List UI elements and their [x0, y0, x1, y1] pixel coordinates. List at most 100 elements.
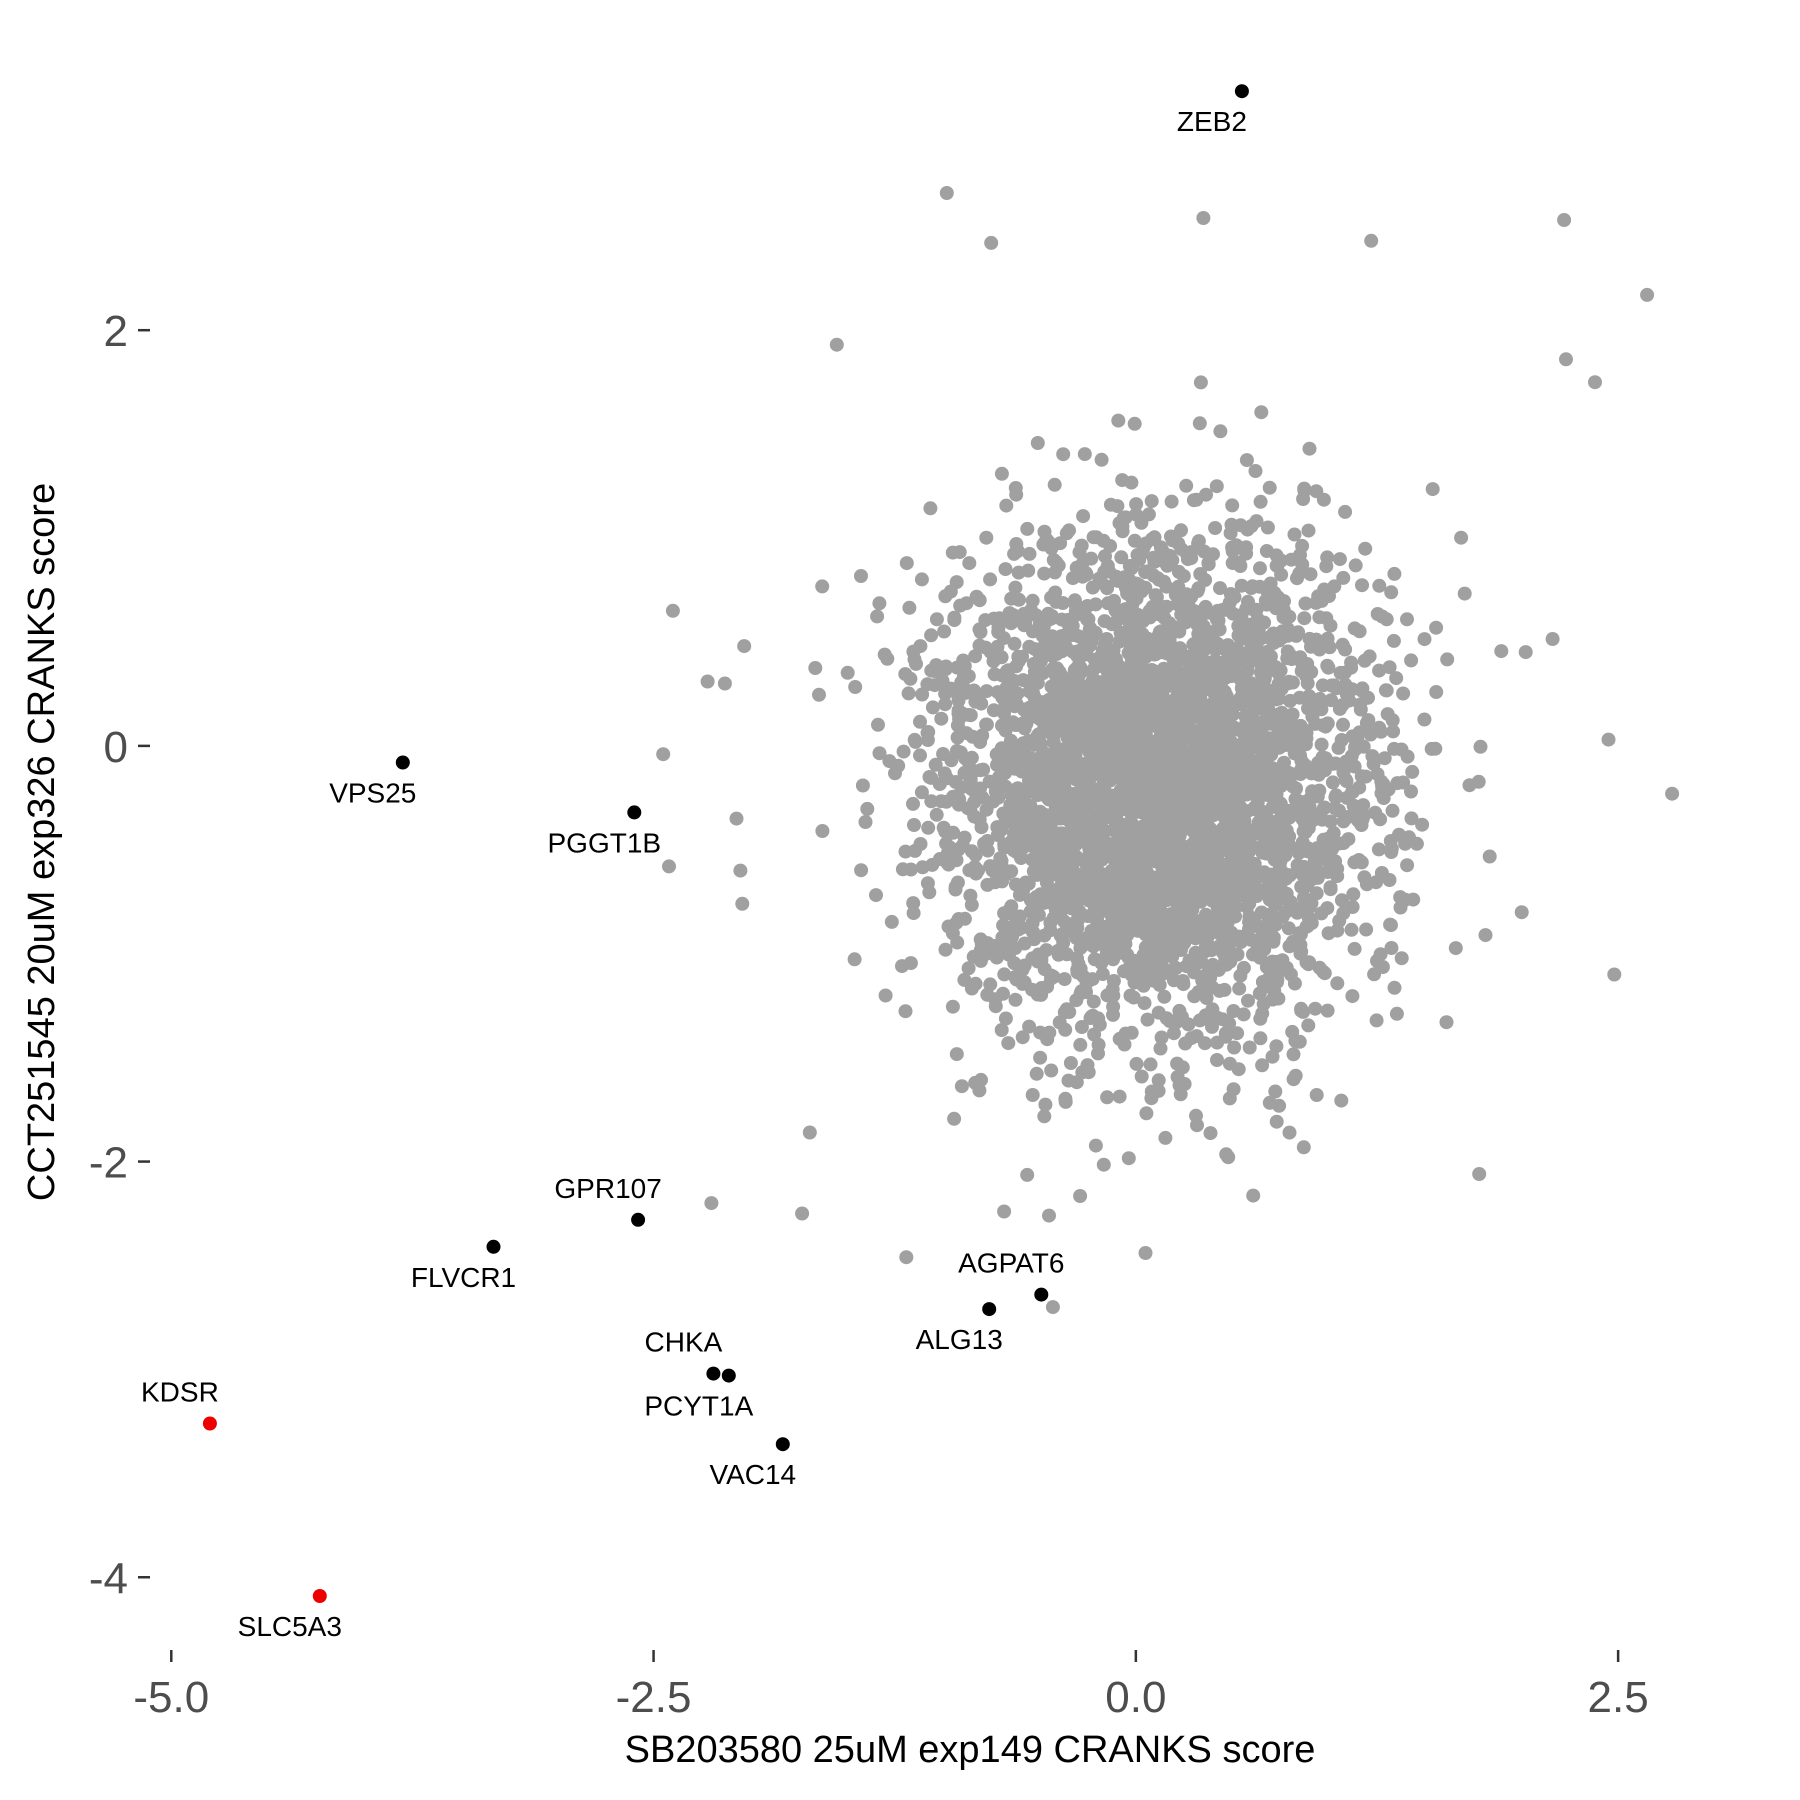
background-point	[1097, 564, 1112, 579]
background-point	[1174, 1009, 1189, 1024]
background-point	[1335, 698, 1350, 713]
background-point	[1047, 795, 1062, 810]
background-point	[1162, 616, 1177, 631]
background-point	[1014, 920, 1029, 935]
background-point	[1232, 981, 1247, 996]
background-point	[1015, 649, 1030, 664]
background-point	[1047, 477, 1062, 492]
background-point	[1104, 617, 1119, 632]
background-point	[1100, 1090, 1115, 1105]
background-point	[1005, 796, 1020, 811]
background-point	[909, 656, 923, 671]
background-point	[737, 639, 752, 654]
background-point	[1222, 595, 1237, 610]
background-point	[968, 1075, 983, 1090]
background-point	[1372, 578, 1387, 593]
background-point	[1059, 526, 1074, 541]
background-point	[1387, 741, 1402, 756]
x-tick-label: 0.0	[1105, 1673, 1166, 1722]
background-point	[1242, 1040, 1257, 1055]
background-point	[1245, 858, 1260, 873]
background-point	[1295, 812, 1310, 827]
background-point	[1308, 1001, 1323, 1016]
background-point	[1344, 922, 1359, 937]
background-point	[1015, 841, 1030, 856]
background-point	[1333, 665, 1348, 680]
background-point	[932, 777, 947, 792]
background-point	[1188, 853, 1203, 868]
background-point	[1185, 804, 1200, 819]
background-point	[1211, 709, 1226, 724]
background-point	[1079, 647, 1094, 662]
background-point	[1129, 497, 1144, 512]
background-point	[1067, 671, 1082, 686]
background-point	[1084, 664, 1099, 679]
background-point	[1134, 1069, 1149, 1084]
background-point	[1253, 676, 1268, 691]
background-point	[914, 785, 929, 800]
background-point	[1209, 479, 1224, 494]
background-point	[1107, 593, 1121, 608]
background-point	[1389, 1006, 1404, 1021]
background-point	[1151, 1005, 1166, 1020]
background-point	[1268, 1084, 1283, 1099]
background-point	[973, 763, 988, 778]
background-point	[1336, 717, 1350, 732]
background-point	[1254, 701, 1269, 716]
background-point	[1072, 545, 1087, 560]
background-point	[1051, 863, 1065, 878]
background-point	[945, 545, 960, 560]
highlighted-point	[706, 1366, 721, 1381]
background-point	[1087, 952, 1102, 967]
background-point	[1022, 759, 1037, 774]
background-point	[1345, 729, 1360, 744]
background-point	[1094, 452, 1109, 467]
background-point	[1062, 824, 1077, 839]
background-point	[1077, 447, 1092, 462]
point-label: VPS25	[329, 778, 416, 809]
background-point	[1382, 660, 1397, 675]
background-point	[1069, 704, 1084, 719]
background-point	[1253, 561, 1267, 576]
background-point	[1202, 841, 1217, 856]
background-point	[943, 584, 958, 599]
background-point	[1223, 694, 1238, 709]
background-point	[953, 598, 968, 613]
background-point	[1355, 578, 1369, 593]
background-point	[1326, 825, 1341, 840]
background-point	[941, 919, 956, 934]
background-point	[941, 857, 956, 872]
background-point	[988, 999, 1003, 1014]
background-point	[927, 678, 942, 693]
background-point	[1038, 753, 1053, 768]
background-point	[986, 654, 1001, 669]
background-point	[1370, 767, 1385, 782]
background-point	[1156, 921, 1171, 936]
background-point	[1215, 722, 1230, 737]
background-point	[994, 858, 1009, 873]
background-point	[1288, 1033, 1303, 1048]
background-point	[1331, 740, 1346, 755]
highlighted-point	[775, 1437, 790, 1452]
background-point	[1588, 375, 1602, 390]
background-point	[1239, 783, 1253, 798]
background-point	[1073, 1189, 1088, 1203]
background-point	[968, 649, 983, 664]
background-point	[1300, 841, 1315, 856]
background-point	[967, 795, 982, 810]
background-point	[847, 952, 862, 967]
background-point	[1124, 475, 1139, 490]
background-point	[1125, 724, 1140, 739]
background-point	[1304, 665, 1319, 679]
background-point	[1338, 504, 1353, 519]
background-point	[1154, 1030, 1169, 1045]
background-points	[656, 186, 1680, 1315]
background-point	[1346, 798, 1361, 813]
background-point	[1136, 862, 1151, 877]
background-point	[1102, 902, 1117, 917]
background-point	[1015, 1030, 1030, 1045]
background-point	[1060, 771, 1075, 786]
background-point	[1082, 622, 1097, 637]
background-point	[1113, 901, 1128, 916]
background-point	[1061, 617, 1076, 632]
